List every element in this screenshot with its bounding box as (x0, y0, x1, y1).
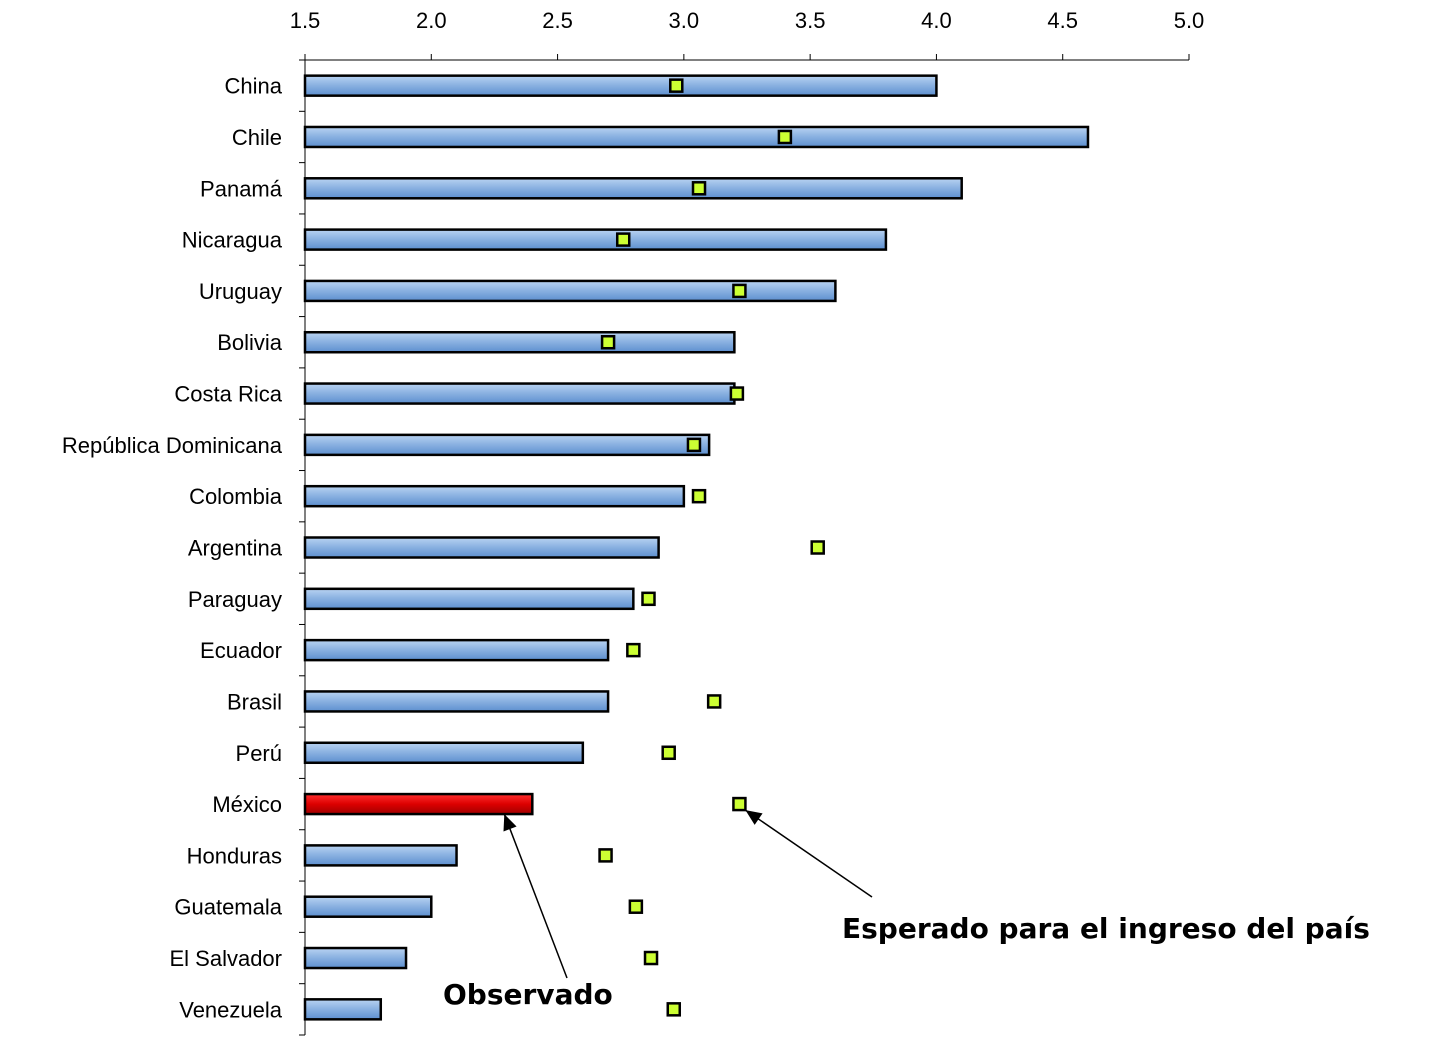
category-label: Costa Rica (174, 382, 282, 407)
expected-marker (643, 950, 659, 966)
category-label: Uruguay (199, 279, 282, 304)
expected-marker (706, 694, 722, 709)
expected-marker (615, 232, 631, 247)
annotation-observado: Observado (443, 978, 613, 1011)
annotation-esperado: Esperado para el ingreso del país (842, 912, 1370, 945)
expected-marker (628, 899, 644, 914)
bar (303, 844, 458, 867)
bar (303, 433, 711, 457)
bar (303, 382, 736, 405)
expected-marker (669, 78, 684, 93)
category-label: Ecuador (200, 638, 282, 663)
expected-marker (661, 745, 676, 761)
expected-marker (691, 181, 707, 196)
expected-marker (810, 540, 825, 555)
category-label: Colombia (189, 484, 283, 509)
arrow-observado-line (503, 813, 568, 979)
bar-highlight (303, 792, 534, 816)
x-tick-label: 5.0 (1174, 8, 1205, 33)
x-tick-label: 1.5 (290, 8, 321, 33)
expected-marker (666, 1002, 682, 1017)
category-label: Paraguay (188, 587, 282, 612)
x-tick-label: 2.5 (542, 8, 573, 33)
bar (303, 228, 888, 251)
expected-marker (732, 796, 747, 812)
bar (303, 946, 408, 970)
bar (303, 74, 938, 97)
category-label: Chile (232, 125, 282, 150)
expected-marker (732, 283, 747, 299)
category-label: Bolivia (217, 330, 283, 355)
bar (303, 638, 610, 662)
arrow-observado-head (503, 814, 517, 832)
category-label: Panamá (200, 176, 283, 201)
x-tick-label: 2.0 (416, 8, 447, 33)
bar (303, 741, 585, 765)
expected-marker (641, 591, 656, 607)
expected-marker (600, 334, 616, 350)
x-tick-label: 4.0 (921, 8, 952, 33)
bar (303, 177, 963, 200)
arrow-esperado-head (745, 810, 763, 825)
bar (303, 279, 837, 303)
bar (303, 587, 635, 611)
category-label: Guatemala (174, 895, 282, 920)
category-label: México (212, 792, 282, 817)
arrow-esperado-line (744, 809, 873, 898)
bar (303, 536, 660, 559)
bar (303, 895, 433, 918)
category-label: Argentina (188, 536, 283, 561)
expected-marker (626, 642, 641, 658)
expected-marker (691, 488, 707, 504)
x-tick-label: 3.5 (795, 8, 826, 33)
category-label: Nicaragua (182, 228, 283, 253)
expected-marker (729, 386, 745, 401)
category-label: Venezuela (179, 997, 283, 1022)
bar (303, 998, 383, 1021)
expected-marker (777, 129, 793, 145)
category-label: República Dominicana (62, 433, 283, 458)
category-label: El Salvador (169, 946, 282, 971)
bar (303, 125, 1090, 149)
x-tick-label: 3.0 (669, 8, 700, 33)
category-label: China (225, 74, 283, 99)
category-label: Brasil (227, 689, 282, 714)
expected-marker (686, 437, 702, 453)
bar (303, 330, 736, 354)
expected-marker (598, 848, 613, 863)
category-label: Perú (236, 741, 282, 766)
bar (303, 690, 610, 713)
bar (303, 484, 686, 508)
category-label: Honduras (187, 843, 282, 868)
x-tick-label: 4.5 (1047, 8, 1078, 33)
